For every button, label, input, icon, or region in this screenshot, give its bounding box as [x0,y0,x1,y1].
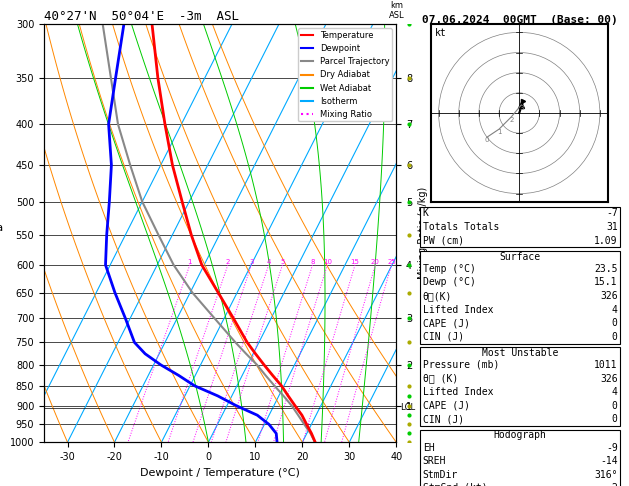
Text: Lifted Index: Lifted Index [423,305,493,314]
Y-axis label: hPa: hPa [0,223,3,233]
Text: 0: 0 [485,137,489,143]
Text: 326: 326 [600,291,618,301]
Text: km
ASL: km ASL [389,0,404,20]
Text: 4: 4 [612,305,618,314]
Text: SREH: SREH [423,456,446,466]
Text: θᴇ(K): θᴇ(K) [423,291,452,301]
Text: 07.06.2024  00GMT  (Base: 00): 07.06.2024 00GMT (Base: 00) [422,15,618,25]
Text: 20: 20 [371,259,380,265]
Text: 1: 1 [187,259,192,265]
Text: Temp (°C): Temp (°C) [423,264,476,274]
Text: 2: 2 [226,259,230,265]
Text: 4: 4 [612,387,618,397]
Text: CIN (J): CIN (J) [423,415,464,424]
Text: 1.09: 1.09 [594,236,618,245]
Text: 0: 0 [612,401,618,411]
Text: PW (cm): PW (cm) [423,236,464,245]
Text: 3: 3 [520,105,524,111]
Text: CAPE (J): CAPE (J) [423,401,470,411]
Text: 25: 25 [387,259,396,265]
Text: 0: 0 [612,332,618,342]
Legend: Temperature, Dewpoint, Parcel Trajectory, Dry Adiabat, Wet Adiabat, Isotherm, Mi: Temperature, Dewpoint, Parcel Trajectory… [298,29,392,122]
Text: Dewp (°C): Dewp (°C) [423,278,476,287]
Text: 4: 4 [267,259,271,265]
Text: -7: -7 [606,208,618,218]
Text: CIN (J): CIN (J) [423,332,464,342]
Text: 5: 5 [281,259,285,265]
Text: CAPE (J): CAPE (J) [423,318,470,328]
Text: 15.1: 15.1 [594,278,618,287]
Text: 316°: 316° [594,470,618,480]
Text: Pressure (mb): Pressure (mb) [423,360,499,370]
Text: Most Unstable: Most Unstable [482,348,559,358]
Text: 31: 31 [606,222,618,232]
X-axis label: Dewpoint / Temperature (°C): Dewpoint / Temperature (°C) [140,468,300,478]
Text: 3: 3 [249,259,253,265]
Text: StmSpd (kt): StmSpd (kt) [423,484,487,486]
Text: Totals Totals: Totals Totals [423,222,499,232]
Text: 8: 8 [310,259,314,265]
Text: 23.5: 23.5 [594,264,618,274]
Text: -9: -9 [606,443,618,452]
Text: StmDir: StmDir [423,470,458,480]
Text: 15: 15 [350,259,359,265]
Text: 1: 1 [497,129,501,135]
Text: 0: 0 [612,318,618,328]
Y-axis label: Mixing Ratio (g/kg): Mixing Ratio (g/kg) [418,187,428,279]
Text: 40°27'N  50°04'E  -3m  ASL: 40°27'N 50°04'E -3m ASL [44,10,239,23]
Text: LCL: LCL [401,403,416,412]
Text: 0: 0 [612,415,618,424]
Text: 10: 10 [323,259,332,265]
Text: kt: kt [435,28,447,38]
Text: -14: -14 [600,456,618,466]
Text: Surface: Surface [499,252,541,261]
Text: EH: EH [423,443,435,452]
Text: 2: 2 [509,117,513,123]
Text: 1011: 1011 [594,360,618,370]
Text: K: K [423,208,428,218]
Text: 2: 2 [612,484,618,486]
Text: Lifted Index: Lifted Index [423,387,493,397]
Text: 326: 326 [600,374,618,383]
Text: θᴇ (K): θᴇ (K) [423,374,458,383]
Text: Hodograph: Hodograph [494,431,547,440]
